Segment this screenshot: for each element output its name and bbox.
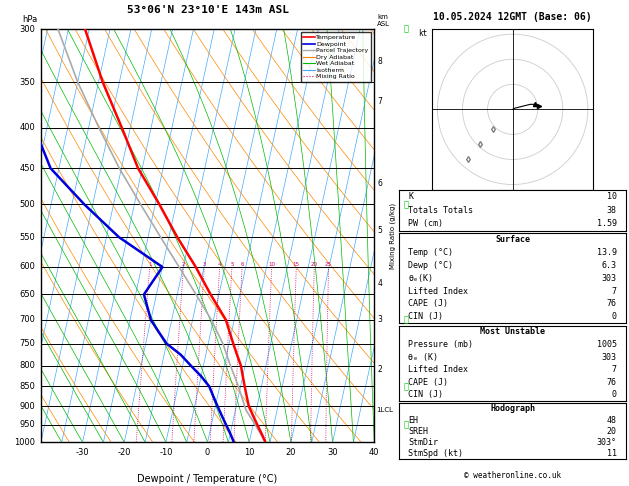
Text: StmSpd (kt): StmSpd (kt) (408, 449, 464, 458)
Text: 550: 550 (19, 233, 35, 242)
Text: Most Unstable: Most Unstable (480, 328, 545, 336)
Text: 20: 20 (311, 262, 318, 267)
Text: 303°: 303° (597, 438, 617, 447)
Text: 48: 48 (607, 416, 617, 425)
Text: 400: 400 (19, 123, 35, 132)
Text: Lifted Index: Lifted Index (408, 287, 469, 295)
Text: 8: 8 (377, 57, 382, 67)
Text: ᗙ: ᗙ (403, 420, 408, 429)
Text: K: K (408, 192, 413, 201)
Text: kt: kt (418, 29, 428, 38)
Text: ᗙ: ᗙ (403, 200, 408, 209)
Text: 6: 6 (377, 179, 382, 188)
Text: 600: 600 (19, 262, 35, 272)
Text: ᗙ: ᗙ (403, 315, 408, 324)
Text: -20: -20 (118, 448, 131, 457)
Text: Dewp (°C): Dewp (°C) (408, 261, 454, 270)
Text: 700: 700 (19, 315, 35, 324)
Text: 2: 2 (182, 262, 185, 267)
Text: Hodograph: Hodograph (490, 404, 535, 414)
Text: © weatheronline.co.uk: © weatheronline.co.uk (464, 471, 561, 480)
Text: 10: 10 (244, 448, 255, 457)
Text: 450: 450 (19, 164, 35, 173)
Text: 300: 300 (19, 25, 35, 34)
Text: 0: 0 (612, 390, 617, 399)
Text: km
ASL: km ASL (377, 14, 391, 27)
Legend: Temperature, Dewpoint, Parcel Trajectory, Dry Adiabat, Wet Adiabat, Isotherm, Mi: Temperature, Dewpoint, Parcel Trajectory… (301, 32, 371, 82)
Text: θₑ(K): θₑ(K) (408, 274, 433, 283)
Text: 30: 30 (327, 448, 338, 457)
Text: 3: 3 (377, 315, 382, 324)
Text: SREH: SREH (408, 427, 428, 436)
Text: 900: 900 (19, 401, 35, 411)
Text: ᗙ: ᗙ (403, 382, 408, 391)
Text: Temp (°C): Temp (°C) (408, 248, 454, 257)
Text: 76: 76 (607, 378, 617, 387)
Text: 15: 15 (292, 262, 300, 267)
Text: 11: 11 (607, 449, 617, 458)
Text: 7: 7 (377, 97, 382, 105)
Text: 10: 10 (607, 192, 617, 201)
Text: 5: 5 (230, 262, 233, 267)
Text: 950: 950 (19, 420, 35, 429)
Text: Mixing Ratio (g/kg): Mixing Ratio (g/kg) (390, 203, 396, 269)
Text: ᗙ: ᗙ (403, 25, 408, 34)
Text: 6: 6 (240, 262, 244, 267)
Text: 1000: 1000 (14, 438, 35, 447)
Text: CIN (J): CIN (J) (408, 312, 443, 321)
Text: 53°06'N 23°10'E 143m ASL: 53°06'N 23°10'E 143m ASL (126, 4, 289, 15)
Text: Lifted Index: Lifted Index (408, 365, 469, 374)
Text: 40: 40 (369, 448, 379, 457)
Text: Totals Totals: Totals Totals (408, 206, 474, 215)
Text: 0: 0 (205, 448, 210, 457)
Text: EH: EH (408, 416, 418, 425)
Text: Pressure (mb): Pressure (mb) (408, 340, 474, 349)
Text: 20: 20 (607, 427, 617, 436)
Text: 500: 500 (19, 200, 35, 209)
Text: 5: 5 (377, 226, 382, 235)
Text: 0: 0 (612, 312, 617, 321)
Text: CAPE (J): CAPE (J) (408, 299, 448, 309)
Text: Dewpoint / Temperature (°C): Dewpoint / Temperature (°C) (138, 473, 277, 484)
Text: 650: 650 (19, 290, 35, 299)
Text: 7: 7 (612, 365, 617, 374)
Text: 2: 2 (377, 365, 382, 374)
Text: 1LCL: 1LCL (376, 407, 393, 413)
Text: CIN (J): CIN (J) (408, 390, 443, 399)
Text: 1005: 1005 (597, 340, 617, 349)
Text: 38: 38 (607, 206, 617, 215)
Text: 350: 350 (19, 78, 35, 87)
Text: StmDir: StmDir (408, 438, 438, 447)
Text: 4: 4 (377, 279, 382, 288)
Text: 13.9: 13.9 (597, 248, 617, 257)
Text: 3: 3 (203, 262, 206, 267)
Text: 1: 1 (148, 262, 152, 267)
Text: 10: 10 (268, 262, 276, 267)
Text: 76: 76 (607, 299, 617, 309)
Text: Surface: Surface (495, 235, 530, 244)
Text: 10.05.2024 12GMT (Base: 06): 10.05.2024 12GMT (Base: 06) (433, 12, 592, 22)
Text: CAPE (J): CAPE (J) (408, 378, 448, 387)
Text: 800: 800 (19, 361, 35, 370)
Text: hPa: hPa (23, 15, 38, 24)
Text: 303: 303 (602, 352, 617, 362)
Text: PW (cm): PW (cm) (408, 220, 443, 228)
Text: -30: -30 (75, 448, 89, 457)
Text: 1.59: 1.59 (597, 220, 617, 228)
Text: 303: 303 (602, 274, 617, 283)
Text: 20: 20 (286, 448, 296, 457)
Text: 850: 850 (19, 382, 35, 391)
Text: 7: 7 (612, 287, 617, 295)
Text: -10: -10 (159, 448, 172, 457)
Text: 4: 4 (218, 262, 221, 267)
Text: 750: 750 (19, 339, 35, 348)
Text: 6.3: 6.3 (602, 261, 617, 270)
Text: 25: 25 (325, 262, 332, 267)
Text: θₑ (K): θₑ (K) (408, 352, 438, 362)
